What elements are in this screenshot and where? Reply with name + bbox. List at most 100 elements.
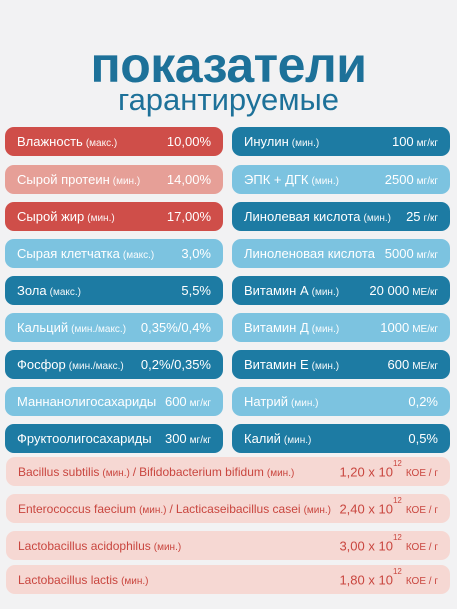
probiotic-row: Enterococcus faecium (мин.) / Lacticaseibac… bbox=[6, 494, 450, 523]
probiotic-row: Lactobacillus acidophilus (мин.) 3,00 x 10… bbox=[6, 531, 450, 560]
indicator-value-group: 0,5% bbox=[408, 431, 438, 446]
indicator-value: 0,35%/0,4% bbox=[140, 320, 211, 335]
indicator-value-group: 600 мг/кг bbox=[165, 394, 211, 409]
probiotic-separator: / bbox=[169, 501, 173, 516]
indicator-name: Линоленовая кислота bbox=[244, 246, 375, 261]
indicator-label: Витамин Д (мин.) bbox=[244, 320, 339, 335]
indicator-qualifier: (мин.) bbox=[112, 176, 141, 187]
indicator-value: 1000 bbox=[380, 320, 410, 335]
indicator-pill: Фруктоолигосахариды 300 мг/кг bbox=[5, 424, 223, 453]
probiotic-qualifier-2: (мин.) bbox=[303, 504, 331, 516]
indicator-unit: МЕ/кг bbox=[412, 324, 438, 335]
indicator-value: 2500 bbox=[384, 172, 414, 187]
indicator-qualifier: (мин.) bbox=[311, 287, 340, 298]
indicator-value: 0,5% bbox=[408, 431, 438, 446]
indicator-value-group: 600 МЕ/кг bbox=[387, 357, 438, 372]
indicator-pill: Витамин Е (мин.) 600 МЕ/кг bbox=[232, 350, 450, 379]
indicator-value: 17,00% bbox=[166, 209, 211, 224]
probiotic-exponent: 12 bbox=[392, 566, 402, 576]
probiotic-label: Lactobacillus acidophilus (мин.) bbox=[18, 539, 181, 553]
indicator-value-group: 10,00% bbox=[167, 134, 211, 149]
probiotic-separator: / bbox=[132, 464, 137, 479]
probiotic-row: Lactobacillus lactis (мин.) 1,80 x 1012 КОЕ… bbox=[6, 565, 450, 594]
indicator-qualifier: (макс.) bbox=[49, 287, 81, 298]
indicator-pill: Натрий (мин.) 0,2% bbox=[232, 387, 450, 416]
probiotic-value-group: 3,00 x 1012 КОЕ / г bbox=[339, 532, 438, 554]
probiotic-qualifier: (мин.) bbox=[139, 504, 167, 516]
indicator-pill: Витамин А (мин.) 20 000 МЕ/кг bbox=[232, 276, 450, 305]
page-title: показатели bbox=[90, 37, 367, 93]
indicator-label: Кальций (мин./макс.) bbox=[17, 320, 126, 335]
indicator-name: Калий bbox=[244, 431, 281, 446]
probiotic-label: Lactobacillus lactis (мин.) bbox=[18, 573, 148, 587]
indicator-name: Линолевая кислота bbox=[244, 209, 361, 224]
indicator-name: ЭПК + ДГК bbox=[244, 172, 309, 187]
probiotic-name: Lactobacillus acidophilus bbox=[18, 538, 151, 553]
indicator-qualifier: (мин.) bbox=[363, 213, 391, 224]
probiotic-qualifier: (мин.) bbox=[102, 467, 130, 479]
indicator-unit: г/кг bbox=[423, 213, 438, 224]
indicator-value: 25 bbox=[406, 209, 421, 224]
page-subtitle: гарантируемые bbox=[117, 82, 340, 117]
indicator-value-group: 5,5% bbox=[181, 283, 211, 298]
indicator-value-group: 17,00% bbox=[167, 209, 211, 224]
indicator-unit: МЕ/кг bbox=[412, 361, 438, 372]
indicator-label: Сырая клетчатка (макс.) bbox=[17, 246, 154, 261]
indicator-pill: Зола (макс.) 5,5% bbox=[5, 276, 223, 305]
indicator-label: Калий (мин.) bbox=[244, 431, 311, 446]
probiotic-value-group: 1,20 x 1012 КОЕ / г bbox=[339, 458, 438, 480]
probiotic-label: Bacillus subtilis (мин.) / Bifidobacterium … bbox=[18, 465, 294, 479]
indicator-value-group: 100 мг/кг bbox=[392, 134, 438, 149]
indicator-pill: Калий (мин.) 0,5% bbox=[232, 424, 450, 453]
indicator-qualifier: (мин.) bbox=[311, 176, 339, 187]
indicator-value-group: 0,2% bbox=[408, 394, 438, 409]
probiotic-mantissa: 3,00 x 1012 bbox=[339, 532, 402, 554]
probiotic-row: Bacillus subtilis (мин.) / Bifidobacterium … bbox=[6, 457, 450, 486]
indicator-value-group: 20 000 МЕ/кг bbox=[369, 283, 438, 298]
indicator-value: 3,0% bbox=[181, 246, 211, 261]
probiotic-value-group: 2,40 x 1012 КОЕ / г bbox=[339, 496, 438, 516]
indicator-value: 5,5% bbox=[181, 283, 211, 298]
indicator-qualifier: (макс.) bbox=[122, 250, 155, 261]
indicator-qualifier: (мин./макс.) bbox=[68, 361, 124, 372]
indicator-name: Фосфор bbox=[17, 357, 66, 372]
probiotic-name-2: Bifidobacterium bifidum bbox=[139, 464, 264, 479]
indicator-qualifier: (макс.) bbox=[85, 138, 118, 149]
probiotic-mantissa: 1,20 x 1012 bbox=[339, 458, 402, 480]
indicator-label: ЭПК + ДГК (мин.) bbox=[244, 172, 339, 187]
indicator-qualifier: (мин.) bbox=[87, 213, 115, 224]
probiotic-exponent: 12 bbox=[392, 495, 402, 505]
indicator-qualifier: (мин./макс.) bbox=[71, 324, 127, 335]
indicator-unit: мг/кг bbox=[189, 435, 211, 446]
indicator-value: 100 bbox=[391, 134, 414, 149]
indicator-value-group: 2500 мг/кг bbox=[385, 172, 438, 187]
indicator-name: Натрий bbox=[244, 394, 289, 409]
indicator-name: Сырой жир bbox=[17, 209, 85, 224]
probiotic-name: Lactobacillus lactis bbox=[18, 572, 119, 587]
indicator-value-group: 3,0% bbox=[181, 246, 211, 261]
indicator-label: Линолевая кислота (мин.) bbox=[244, 209, 391, 224]
indicator-label: Витамин Е (мин.) bbox=[244, 357, 339, 372]
indicator-value: 5000 bbox=[384, 246, 414, 261]
indicator-pill: Сырая клетчатка (макс.) 3,0% bbox=[5, 239, 223, 268]
indicator-value: 0,2%/0,35% bbox=[140, 357, 211, 372]
indicator-label: Зола (макс.) bbox=[17, 283, 81, 298]
indicator-qualifier: (мин.) bbox=[311, 361, 340, 372]
probiotic-mantissa: 1,80 x 1012 bbox=[339, 566, 402, 588]
indicator-name: Сырой протеин bbox=[17, 172, 110, 187]
indicator-value: 20 000 bbox=[369, 283, 410, 298]
indicator-name: Кальций bbox=[17, 320, 69, 335]
probiotic-exponent: 12 bbox=[392, 458, 402, 468]
indicator-label: Маннанолигосахариды bbox=[17, 394, 156, 409]
indicator-label: Инулин (мин.) bbox=[244, 134, 319, 149]
indicator-value-group: 1000 МЕ/кг bbox=[380, 320, 438, 335]
indicator-label: Фосфор (мин./макс.) bbox=[17, 357, 124, 372]
indicator-label: Сырой протеин (мин.) bbox=[17, 172, 140, 187]
indicator-pill: Линолевая кислота (мин.) 25 г/кг bbox=[232, 202, 450, 231]
indicator-qualifier: (мин.) bbox=[283, 435, 312, 446]
indicator-value: 600 bbox=[164, 394, 187, 409]
indicator-name: Сырая клетчатка bbox=[17, 246, 120, 261]
indicator-value: 300 bbox=[164, 431, 187, 446]
probiotic-name: Enterococcus faecium bbox=[18, 501, 137, 516]
indicator-pill: Линоленовая кислота 5000 мг/кг bbox=[232, 239, 450, 268]
